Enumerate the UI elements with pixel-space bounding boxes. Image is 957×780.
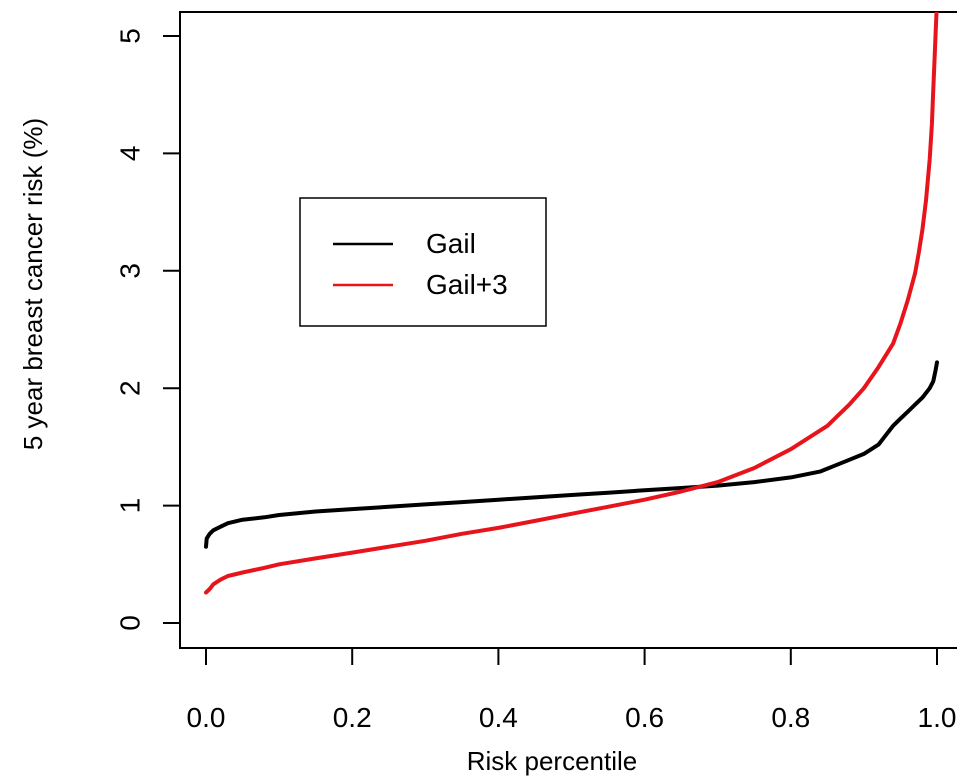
x-tick-label: 0.8: [771, 702, 810, 733]
legend-label-gail-plus-3: Gail+3: [426, 269, 508, 300]
x-axis-label: Risk percentile: [467, 746, 638, 776]
series-line-gail: [204, 360, 939, 549]
y-axis-label: 5 year breast cancer risk (%): [18, 118, 48, 450]
x-tick-label: 1.0: [918, 702, 957, 733]
series-layer: [204, 12, 939, 595]
y-tick-label: 0: [114, 615, 145, 631]
x-tick-label: 0.6: [625, 702, 664, 733]
y-tick-label: 5: [114, 28, 145, 44]
y-tick-label: 3: [114, 263, 145, 279]
legend-box: [299, 197, 547, 327]
legend: Gail Gail+3: [299, 197, 547, 327]
plot-frame: [179, 11, 957, 649]
x-tick-label: 0.2: [333, 702, 372, 733]
x-tick-label: 0.0: [187, 702, 226, 733]
y-axis: 0 1 2 3 4 5: [114, 28, 181, 631]
x-axis: 0.0 0.2 0.4 0.6 0.8 1.0: [187, 647, 957, 733]
legend-label-gail: Gail: [426, 228, 476, 259]
series-line-gail-3: [204, 12, 939, 595]
x-tick-label: 0.4: [479, 702, 518, 733]
y-tick-label: 4: [114, 146, 145, 162]
y-tick-label: 2: [114, 380, 145, 396]
y-tick-label: 1: [114, 498, 145, 514]
